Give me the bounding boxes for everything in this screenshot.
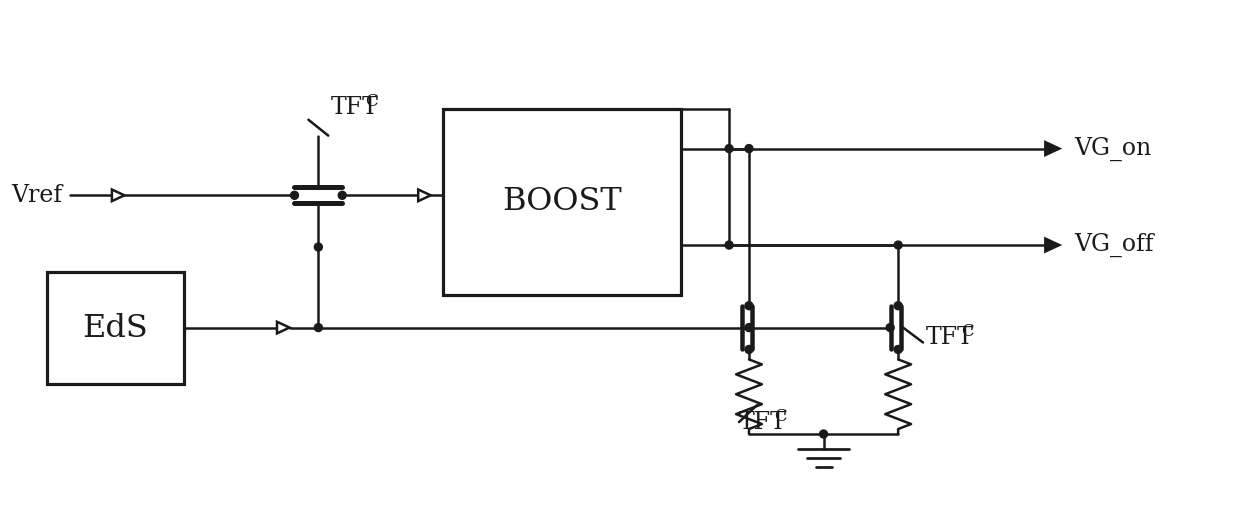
- Circle shape: [725, 241, 733, 249]
- Circle shape: [725, 144, 733, 153]
- Circle shape: [315, 243, 322, 251]
- Circle shape: [887, 324, 894, 332]
- Text: TFT: TFT: [739, 411, 787, 434]
- Text: Vref: Vref: [11, 184, 63, 207]
- Polygon shape: [277, 322, 289, 333]
- Text: VG_on: VG_on: [1074, 136, 1152, 161]
- Text: BOOST: BOOST: [502, 186, 622, 217]
- Polygon shape: [418, 189, 430, 201]
- Polygon shape: [112, 189, 124, 201]
- Text: VG_off: VG_off: [1074, 233, 1153, 257]
- Text: C: C: [774, 408, 786, 425]
- Text: EdS: EdS: [83, 313, 149, 343]
- Circle shape: [894, 301, 903, 310]
- Circle shape: [745, 301, 753, 310]
- Text: C: C: [961, 323, 973, 340]
- Circle shape: [894, 241, 903, 249]
- Polygon shape: [1045, 142, 1059, 155]
- FancyBboxPatch shape: [47, 272, 184, 384]
- Circle shape: [745, 324, 753, 332]
- Text: TFT: TFT: [926, 326, 973, 349]
- Circle shape: [745, 345, 753, 353]
- Circle shape: [894, 345, 903, 353]
- FancyBboxPatch shape: [443, 109, 681, 295]
- Circle shape: [339, 191, 346, 199]
- Polygon shape: [1045, 238, 1059, 251]
- Circle shape: [290, 191, 299, 199]
- Circle shape: [745, 144, 753, 153]
- Circle shape: [315, 324, 322, 332]
- Circle shape: [820, 430, 827, 438]
- Text: TFT: TFT: [330, 96, 378, 119]
- Text: C: C: [365, 93, 378, 110]
